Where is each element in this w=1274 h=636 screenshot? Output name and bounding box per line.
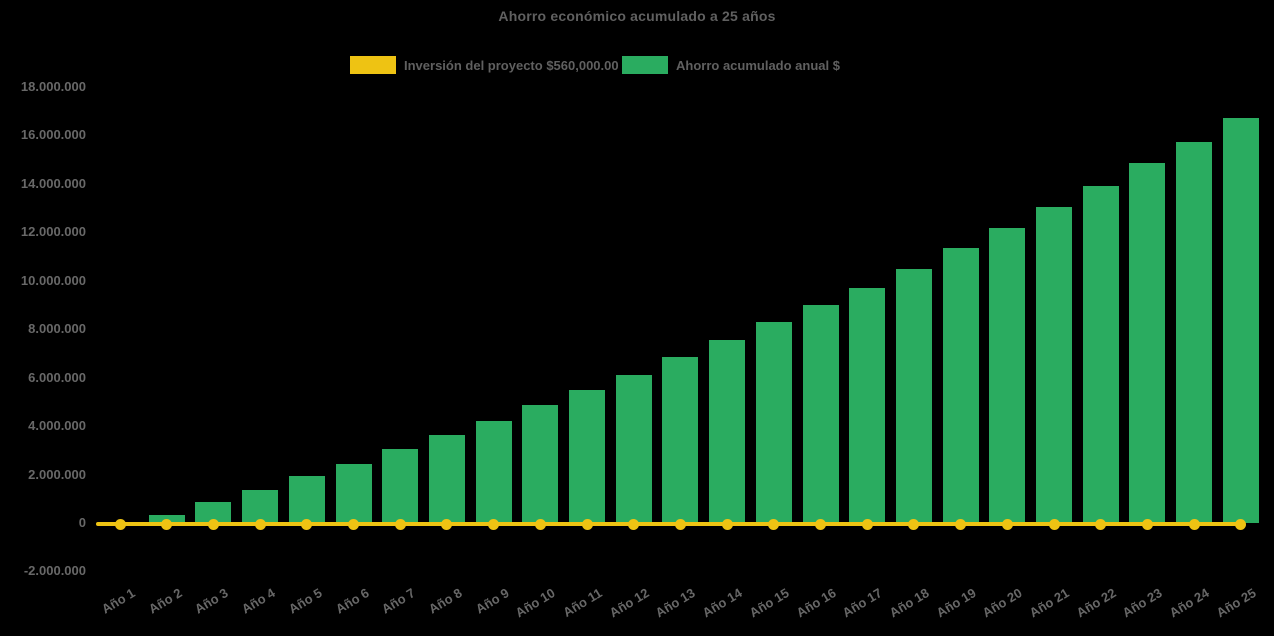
- bar-año-3: [195, 501, 232, 523]
- legend-swatch-inversion: [350, 56, 396, 74]
- investment-line-marker: [1141, 518, 1153, 530]
- bar-año-18: [895, 268, 932, 523]
- bar-año-16: [802, 305, 839, 523]
- y-tick-label: 2.000.000: [28, 466, 86, 482]
- y-tick-label: 10.000.000: [20, 272, 86, 288]
- investment-line-marker: [861, 518, 873, 530]
- y-tick-label: 16.000.000: [20, 127, 86, 143]
- bar-año-9: [475, 421, 512, 523]
- chart-title: Ahorro económico acumulado a 25 años: [498, 8, 776, 24]
- bar-año-13: [662, 357, 699, 523]
- investment-line-marker: [114, 518, 126, 530]
- y-tick-label: 14.000.000: [20, 175, 86, 191]
- bar-año-22: [1082, 186, 1119, 523]
- bar-año-12: [615, 374, 652, 523]
- investment-line-marker: [768, 518, 780, 530]
- y-tick-label: 4.000.000: [28, 418, 86, 434]
- investment-line-marker: [581, 518, 593, 530]
- investment-line-marker: [955, 518, 967, 530]
- investment-line-marker: [348, 518, 359, 530]
- bar-año-10: [522, 404, 559, 523]
- legend-item-ahorro: Ahorro acumulado anual $: [622, 56, 840, 74]
- legend-item-inversion: Inversión del proyecto $560,000.00: [350, 56, 619, 74]
- investment-line-marker: [207, 518, 219, 530]
- y-tick-label: 8.000.000: [28, 321, 86, 337]
- bar-año-17: [849, 288, 886, 523]
- bar-año-14: [709, 340, 746, 523]
- investment-line-marker: [394, 518, 406, 530]
- bar-año-15: [755, 322, 792, 523]
- investment-line-marker: [254, 518, 266, 530]
- bar-año-5: [288, 476, 325, 523]
- bar-año-23: [1129, 163, 1166, 523]
- y-tick-label: 18.000.000: [20, 79, 86, 94]
- investment-line-marker: [628, 518, 640, 530]
- y-tick-label: 6.000.000: [28, 369, 86, 385]
- investment-line-marker: [534, 518, 546, 530]
- investment-line-marker: [1095, 518, 1107, 530]
- bar-año-8: [428, 435, 465, 523]
- bar-año-7: [382, 449, 419, 523]
- investment-line-marker: [908, 518, 920, 530]
- investment-line-marker: [815, 518, 826, 530]
- bar-año-20: [989, 227, 1026, 523]
- legend-label-ahorro: Ahorro acumulado anual $: [676, 57, 840, 73]
- investment-line-marker: [1048, 518, 1060, 530]
- investment-line-marker: [1001, 518, 1013, 530]
- legend-label-inversion: Inversión del proyecto $560,000.00: [404, 57, 619, 73]
- y-tick-label: -2.000.000: [23, 563, 86, 579]
- investment-line-marker: [161, 518, 173, 530]
- bar-año-19: [942, 248, 979, 523]
- investment-line: [96, 522, 1245, 526]
- legend-swatch-ahorro: [622, 56, 668, 74]
- investment-line-marker: [488, 518, 500, 530]
- bar-año-6: [335, 463, 372, 523]
- bar-año-24: [1176, 141, 1213, 523]
- bar-año-25: [1222, 118, 1259, 523]
- investment-line-marker: [441, 518, 453, 530]
- bar-año-11: [569, 390, 605, 523]
- investment-line-marker: [674, 518, 686, 530]
- bar-año-21: [1036, 206, 1072, 523]
- y-tick-label: 12.000.000: [20, 224, 86, 240]
- investment-line-marker: [1188, 518, 1200, 530]
- y-tick-label: 0: [78, 515, 86, 530]
- investment-line-marker: [1235, 518, 1247, 530]
- investment-line-marker: [721, 518, 733, 530]
- bar-año-4: [242, 489, 279, 523]
- investment-line-marker: [301, 518, 313, 530]
